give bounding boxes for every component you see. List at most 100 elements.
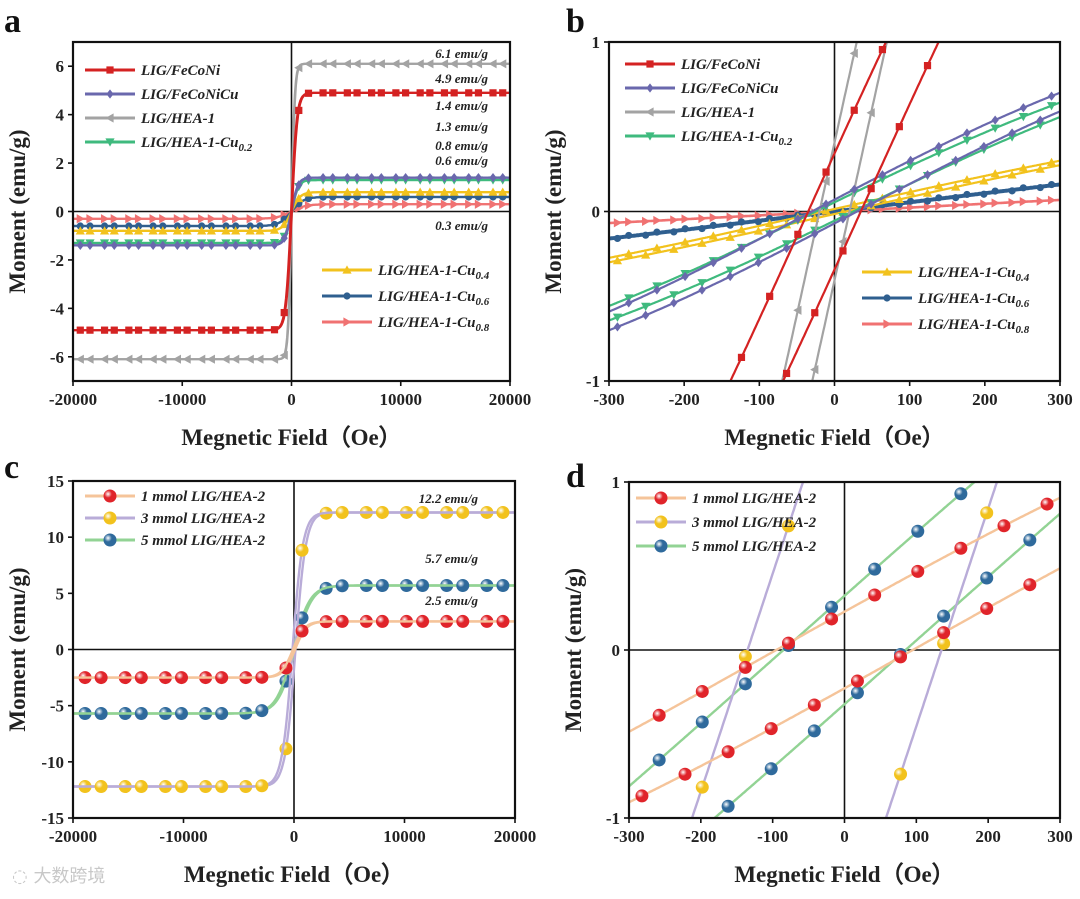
data-point <box>1023 533 1037 547</box>
data-point <box>850 674 864 688</box>
data-point <box>825 612 839 626</box>
data-point <box>1035 164 1045 173</box>
legend-marker <box>106 66 114 74</box>
data-point <box>521 579 534 592</box>
data-point <box>625 231 633 240</box>
data-point <box>85 226 95 235</box>
data-point <box>537 506 550 519</box>
data-point <box>753 226 763 235</box>
data-point <box>256 240 264 250</box>
data-point <box>1008 128 1016 138</box>
data-point <box>514 173 521 182</box>
data-point <box>256 213 265 224</box>
y-tick-label: 6 <box>56 57 65 76</box>
data-point <box>159 214 168 224</box>
data-point <box>232 222 240 230</box>
data-point <box>426 89 434 97</box>
data-point <box>951 182 961 191</box>
y-tick-label: 4 <box>56 106 65 125</box>
series-1-mmol-lig-hea-2 <box>629 496 1060 804</box>
data-point <box>232 240 240 250</box>
data-point <box>85 354 94 364</box>
data-point <box>183 326 191 334</box>
data-point <box>207 222 215 230</box>
data-point <box>255 704 269 718</box>
legend-marker <box>654 491 668 505</box>
data-point <box>207 214 216 224</box>
data-point <box>1018 163 1028 172</box>
data-point <box>766 292 774 300</box>
y-tick-label: -4 <box>50 299 65 318</box>
legend-label: LIG/HEA-1-Cu0.4 <box>377 263 490 282</box>
data-point <box>738 650 752 664</box>
data-point <box>980 571 994 585</box>
legend-marker <box>646 60 654 68</box>
legend-label: 5 mmol LIG/HEA-2 <box>141 533 266 549</box>
loop-branch-line <box>781 42 940 381</box>
x-tick-label: 300 <box>1047 390 1073 409</box>
data-point <box>625 298 633 308</box>
data-point <box>353 89 361 97</box>
x-tick-label: 0 <box>287 390 296 409</box>
data-point <box>839 247 847 255</box>
legend-marker <box>882 267 892 276</box>
data-point <box>256 222 264 230</box>
data-point <box>375 505 389 519</box>
data-point <box>352 59 361 69</box>
data-point <box>110 214 119 224</box>
data-point <box>1019 184 1027 192</box>
data-point <box>522 176 531 184</box>
data-point <box>1065 103 1072 112</box>
y-tick-label: -1 <box>606 809 620 828</box>
data-point <box>335 614 349 628</box>
data-point <box>329 199 338 209</box>
data-point <box>450 173 458 183</box>
legend-label: LIG/FeCoNiCu <box>680 81 779 97</box>
legend-item: 3 mmol LIG/HEA-2 <box>85 511 266 527</box>
data-point <box>709 257 717 268</box>
data-point <box>1046 157 1057 166</box>
data-point <box>850 686 864 700</box>
legend-marker <box>654 539 668 553</box>
data-point <box>206 354 215 364</box>
data-point <box>811 309 819 317</box>
data-point <box>134 222 143 230</box>
data-point <box>794 230 802 238</box>
legend-item: LIG/FeCoNi <box>625 57 761 73</box>
saturation-annotation: 4.9 emu/g <box>434 71 488 86</box>
data-point <box>725 232 735 241</box>
data-point <box>680 237 690 246</box>
data-point <box>868 588 882 602</box>
data-point <box>303 188 314 197</box>
data-point <box>766 214 774 223</box>
y-tick-label: 1 <box>592 33 601 52</box>
saturation-annotation: 1.3 emu/g <box>435 119 488 134</box>
data-point <box>182 354 191 364</box>
data-point <box>1019 103 1027 113</box>
data-point <box>523 173 530 182</box>
y-axis-title: Moment (emu/g) <box>561 568 586 732</box>
data-point <box>133 226 144 235</box>
data-point <box>1065 195 1073 204</box>
legend-label: LIG/HEA-1-Cu0.2 <box>140 135 253 154</box>
x-tick-label: -100 <box>744 390 775 409</box>
x-axis-title: Megnetic Field（Oe） <box>181 424 401 450</box>
data-point <box>109 226 119 235</box>
data-point <box>279 350 288 360</box>
data-point <box>86 326 94 334</box>
saturation-annotation: 2.5 emu/g <box>424 593 478 608</box>
data-point <box>134 214 144 224</box>
data-point <box>499 89 507 97</box>
y-tick-label: -1 <box>586 372 600 391</box>
data-point <box>174 707 188 721</box>
legend-marker <box>646 83 654 93</box>
data-point <box>839 214 847 224</box>
data-point <box>295 543 309 557</box>
saturation-annotation: 5.7 emu/g <box>425 551 478 566</box>
legend-marker <box>883 294 891 302</box>
x-tick-label: -300 <box>593 390 624 409</box>
x-tick-label: 200 <box>975 827 1001 846</box>
legend-marker <box>343 317 352 327</box>
data-point <box>401 187 411 196</box>
watermark-logo-icon: ◌ <box>12 866 34 887</box>
